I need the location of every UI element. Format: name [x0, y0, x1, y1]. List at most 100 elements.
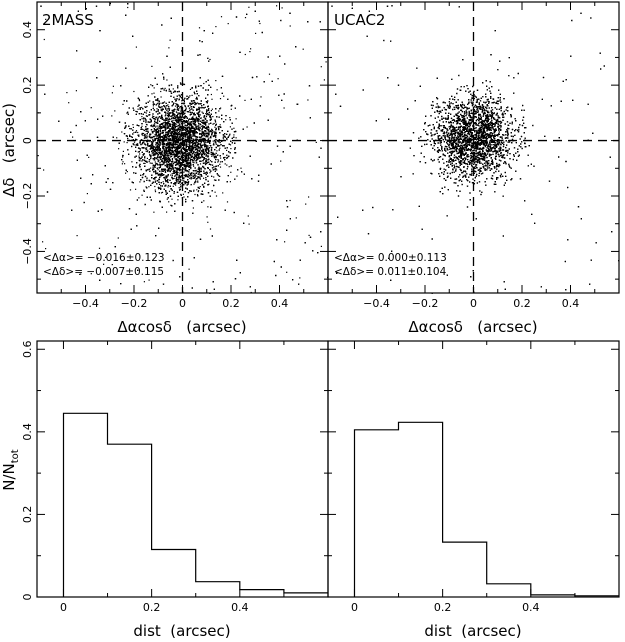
- scatter-point: [176, 137, 179, 139]
- scatter-point: [194, 181, 196, 183]
- scatter-point: [170, 118, 172, 120]
- scatter-point: [207, 155, 209, 157]
- scatter-point: [173, 157, 175, 159]
- scatter-point: [186, 111, 188, 113]
- scatter-point: [153, 92, 155, 94]
- scatter-point: [186, 126, 188, 129]
- scatter-point: [195, 136, 197, 138]
- scatter-point: [192, 207, 194, 209]
- scatter-point: [197, 127, 200, 129]
- scatter-point: [174, 156, 176, 158]
- scatter-point: [165, 191, 167, 193]
- scatter-point: [203, 137, 205, 139]
- scatter-point: [171, 148, 173, 150]
- scatter-point: [182, 180, 184, 182]
- scatter-point: [139, 153, 141, 155]
- scatter-point: [182, 126, 185, 128]
- scatter-point: [181, 100, 183, 102]
- scatter-point: [164, 134, 166, 137]
- scatter-point: [229, 133, 231, 135]
- scatter-point: [175, 151, 177, 153]
- scatter-point: [153, 157, 155, 159]
- scatter-point: [137, 105, 139, 107]
- scatter-point: [171, 164, 173, 166]
- scatter-point: [213, 166, 215, 168]
- scatter-point: [207, 206, 209, 208]
- scatter-point: [315, 141, 317, 143]
- scatter-point: [103, 263, 105, 265]
- scatter-point: [135, 46, 137, 48]
- scatter-point: [255, 32, 257, 34]
- scatter-point: [194, 193, 196, 196]
- scatter-point: [295, 217, 297, 219]
- scatter-point: [172, 171, 174, 173]
- scatter-point: [226, 149, 228, 151]
- scatter-point: [183, 147, 185, 149]
- scatter-point: [175, 137, 177, 139]
- scatter-point: [160, 158, 162, 160]
- scatter-point: [174, 150, 177, 153]
- scatter-point: [163, 101, 166, 103]
- scatter-point: [162, 124, 164, 126]
- scatter-point: [151, 93, 153, 95]
- scatter-point: [153, 136, 156, 138]
- scatter-point: [72, 136, 74, 138]
- scatter-point: [176, 153, 178, 156]
- scatter-point: [148, 136, 151, 138]
- scatter-point: [68, 102, 70, 104]
- scatter-point: [196, 112, 198, 114]
- scatter-point: [198, 157, 200, 159]
- scatter-point: [168, 122, 170, 124]
- scatter-point: [186, 175, 188, 177]
- scatter-point: [198, 190, 200, 192]
- scatter-point: [143, 162, 145, 164]
- scatter-point: [173, 156, 175, 158]
- scatter-point: [186, 134, 188, 136]
- scatter-point: [181, 164, 183, 166]
- scatter-point: [147, 149, 149, 151]
- scatter-point: [155, 126, 157, 128]
- scatter-point: [194, 173, 196, 176]
- scatter-point: [189, 174, 191, 176]
- scatter-point: [185, 161, 188, 163]
- scatter-point: [259, 22, 261, 25]
- scatter-point: [175, 116, 177, 119]
- scatter-point: [196, 194, 199, 196]
- scatter-point: [169, 39, 171, 41]
- scatter-point: [196, 149, 198, 151]
- scatter-point: [161, 173, 163, 175]
- scatter-point: [155, 131, 157, 133]
- scatter-point: [127, 6, 129, 9]
- scatter-point: [148, 140, 150, 143]
- scatter-point: [164, 125, 167, 127]
- scatter-point: [200, 138, 202, 140]
- scatter-point: [168, 118, 170, 120]
- scatter-point: [168, 47, 170, 49]
- scatter-point: [154, 189, 156, 191]
- scatter-point: [229, 144, 232, 146]
- scatter-point: [165, 112, 167, 114]
- scatter-point: [195, 120, 197, 122]
- scatter-point: [171, 136, 173, 139]
- scatter-point: [145, 150, 147, 152]
- scatter-point: [77, 257, 79, 260]
- scatter-point: [155, 162, 157, 164]
- scatter-point: [151, 154, 153, 156]
- scatter-point: [156, 131, 158, 134]
- scatter-point: [210, 130, 212, 132]
- scatter-point: [211, 128, 213, 130]
- scatter-point: [208, 150, 210, 152]
- scatter-point: [189, 161, 192, 163]
- scatter-point: [199, 163, 202, 165]
- scatter-point: [181, 50, 183, 52]
- scatter-point: [188, 142, 190, 144]
- scatter-point: [199, 114, 201, 116]
- scatter-point: [143, 137, 145, 139]
- scatter-point: [219, 98, 222, 100]
- scatter-point: [208, 153, 210, 155]
- scatter-point: [208, 123, 210, 125]
- scatter-point: [247, 215, 249, 217]
- scatter-point: [111, 92, 113, 94]
- scatter-point: [188, 163, 190, 165]
- scatter-point: [211, 167, 213, 169]
